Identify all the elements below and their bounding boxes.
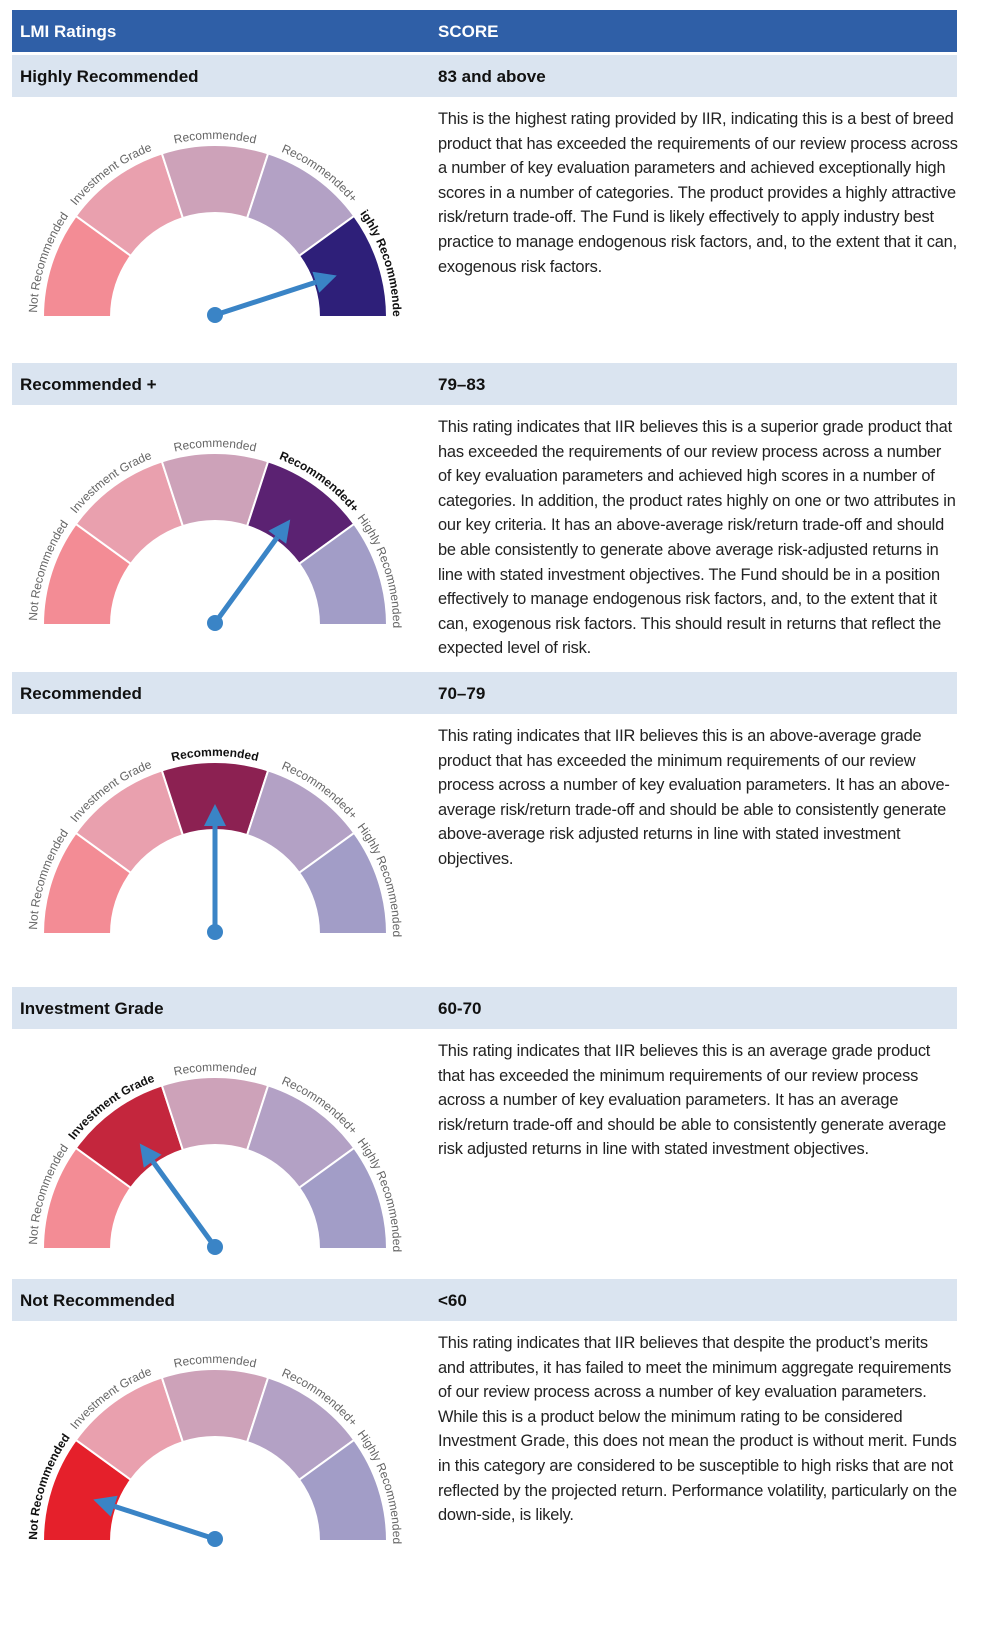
needle (153, 1161, 215, 1247)
gauge-label: Recommended (172, 1060, 257, 1079)
table-header: LMI Ratings SCORE (12, 10, 957, 52)
needle-pivot (207, 1239, 223, 1255)
header-rating: LMI Ratings (20, 22, 116, 42)
gauge-label: Recommended (172, 1352, 257, 1371)
rating-description: This rating indicates that IIR believes … (438, 724, 958, 872)
gauge-label: Recommended (172, 128, 257, 147)
header-score: SCORE (438, 22, 498, 42)
rating-description: This rating indicates that IIR believes … (438, 1331, 958, 1528)
rating-score: 70–79 (438, 684, 485, 704)
needle-pivot (207, 1531, 223, 1547)
gauge-label-text: Recommended (172, 1060, 257, 1079)
needle-pivot (207, 307, 223, 323)
needle (114, 1506, 215, 1539)
needle (215, 537, 277, 623)
rating-score: 60-70 (438, 999, 481, 1019)
rating-description: This rating indicates that IIR believes … (438, 415, 958, 661)
gauge-label-text: Recommended (172, 436, 257, 455)
rating-description: This rating indicates that IIR believes … (438, 1039, 958, 1162)
gauge-label-text: Recommended (172, 128, 257, 147)
needle-pivot (207, 615, 223, 631)
page: LMI Ratings SCORE Highly Recommended83 a… (0, 0, 997, 1633)
needle (215, 282, 316, 315)
rating-score: <60 (438, 1291, 467, 1311)
needle-pivot (207, 924, 223, 940)
gauge-label-text: Recommended (172, 1352, 257, 1371)
rating-score: 83 and above (438, 67, 546, 87)
gauge-label: Recommended (172, 436, 257, 455)
rating-score: 79–83 (438, 375, 485, 395)
rating-description: This is the highest rating provided by I… (438, 107, 958, 279)
